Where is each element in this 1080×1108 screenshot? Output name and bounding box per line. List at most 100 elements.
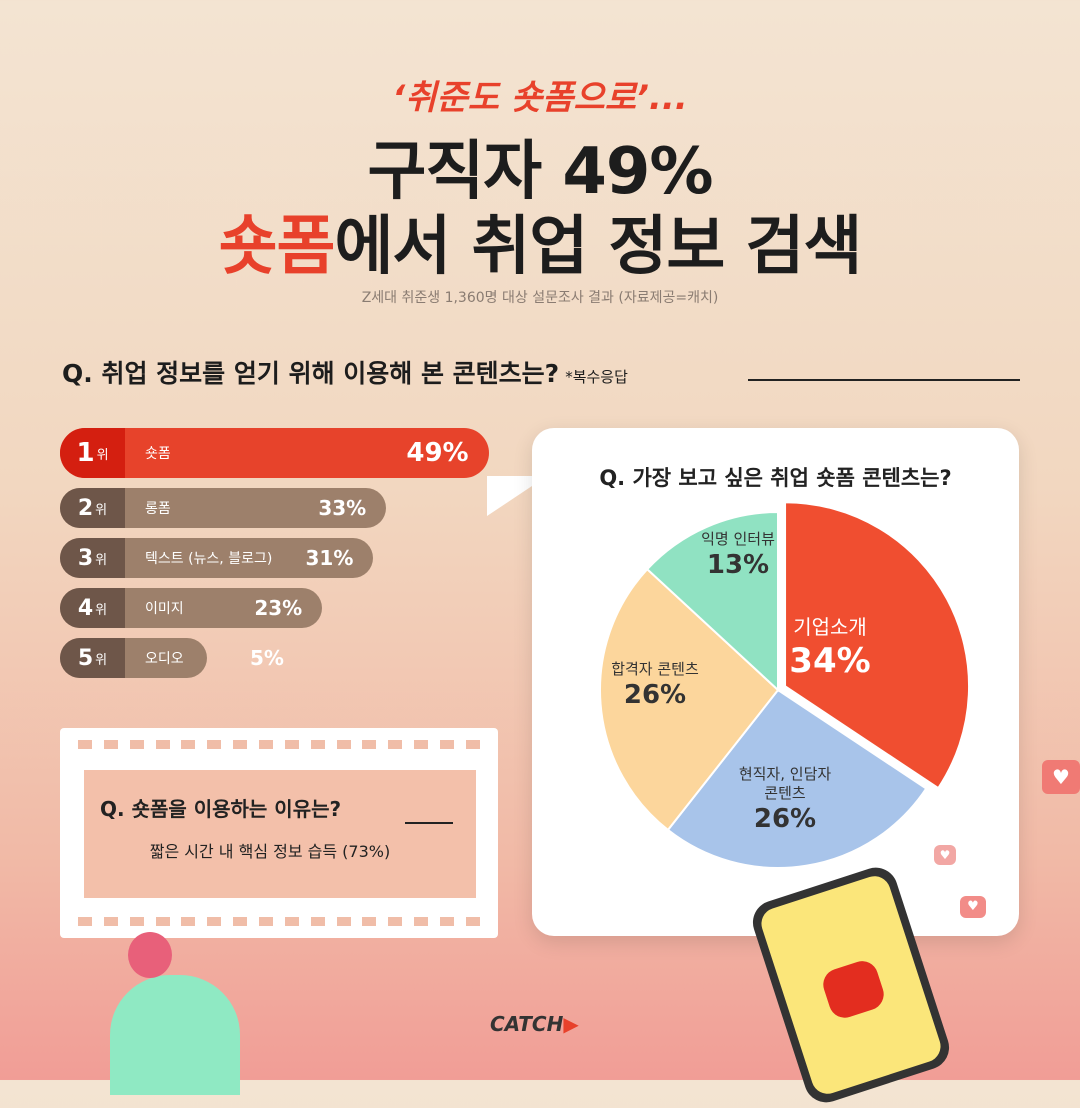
kicker: ‘취준도 숏폼으로’... bbox=[392, 78, 688, 118]
rank-number: 2 bbox=[77, 495, 94, 521]
bar-label: 롱폼 bbox=[145, 501, 171, 517]
title-highlight: 숏폼 bbox=[218, 210, 336, 284]
person-head bbox=[128, 932, 172, 978]
pie-slice-name: 기업소개 bbox=[793, 615, 867, 639]
bar-4: 4 위 이미지 23% bbox=[60, 588, 323, 628]
film-hole bbox=[440, 917, 455, 926]
film-hole bbox=[155, 740, 170, 749]
title-rest: 에서 취업 정보 검색 bbox=[334, 210, 862, 284]
question-3-answer: 짧은 시간 내 핵심 정보 습득 (73%) bbox=[149, 842, 391, 861]
film-hole bbox=[362, 740, 377, 749]
bar-2: 2 위 롱폼 33% bbox=[60, 488, 387, 528]
rank-suffix: 위 bbox=[95, 502, 108, 518]
film-hole bbox=[465, 917, 480, 926]
film-hole bbox=[310, 740, 325, 749]
bar-value: 31% bbox=[305, 546, 354, 570]
bar-label: 텍스트 (뉴스, 블로그) bbox=[145, 551, 273, 567]
bar-value: 49% bbox=[406, 438, 469, 468]
rank-number: 3 bbox=[77, 545, 94, 571]
film-hole bbox=[362, 917, 377, 926]
question-1-text: Q. 취업 정보를 얻기 위해 이용해 본 콘텐츠는? bbox=[62, 359, 560, 388]
film-hole bbox=[284, 740, 299, 749]
film-hole bbox=[207, 917, 222, 926]
bar-1: 1 위 숏폼 49% bbox=[60, 428, 489, 478]
question-1: Q. 취업 정보를 얻기 위해 이용해 본 콘텐츠는? *복수응답 bbox=[62, 354, 628, 390]
pie-slice-name: 합격자 콘텐츠 bbox=[611, 660, 699, 678]
logo-text: CATCH bbox=[490, 1012, 564, 1036]
subtitle: Z세대 취준생 1,360명 대상 설문조사 결과 (자료제공=캐치) bbox=[361, 290, 719, 306]
bar-label: 오디오 bbox=[145, 651, 184, 667]
film-hole bbox=[310, 917, 325, 926]
film-hole bbox=[78, 740, 92, 749]
film-hole bbox=[284, 917, 299, 926]
film-frame bbox=[84, 770, 476, 898]
bar-value: 33% bbox=[318, 496, 367, 520]
catch-logo: CATCH▶ bbox=[490, 1012, 579, 1036]
question-1-note: *복수응답 bbox=[565, 368, 628, 386]
rank-number: 1 bbox=[76, 438, 95, 468]
film-hole bbox=[103, 917, 118, 926]
bar-5: 5 위 오디오 5% bbox=[60, 638, 284, 678]
film-hole bbox=[259, 917, 274, 926]
film-hole bbox=[336, 740, 351, 749]
pie-label: 익명 인터뷰 13% bbox=[658, 530, 818, 581]
rank-number: 4 bbox=[77, 595, 94, 621]
question-2: Q. 가장 보고 싶은 취업 숏폼 콘텐츠는? bbox=[599, 466, 952, 490]
film-hole bbox=[233, 917, 248, 926]
rank-suffix: 위 bbox=[95, 552, 108, 568]
divider bbox=[748, 379, 1020, 381]
pie-slice-4 bbox=[645, 510, 779, 693]
heart-bubble-icon: ♥ bbox=[934, 845, 956, 865]
film-hole bbox=[103, 740, 118, 749]
pie-slice-value: 13% bbox=[706, 549, 770, 580]
bar-label: 이미지 bbox=[145, 601, 184, 617]
film-hole bbox=[207, 740, 222, 749]
bar-label: 숏폼 bbox=[145, 446, 171, 462]
pie-slice-name: 현직자, 인담자 콘텐츠 bbox=[738, 765, 832, 802]
rank-number: 5 bbox=[77, 645, 94, 671]
film-hole bbox=[414, 740, 429, 749]
film-hole bbox=[388, 917, 403, 926]
film-holes-top bbox=[78, 740, 480, 749]
heart-bubble-icon: ♥ bbox=[960, 896, 986, 918]
title-line-1: 구직자 49% bbox=[367, 135, 713, 209]
film-holes-bottom bbox=[78, 917, 480, 926]
person-illustration bbox=[110, 975, 240, 1095]
film-hole bbox=[129, 917, 144, 926]
pie-label: 기업소개 34% bbox=[750, 615, 910, 683]
question-3: Q. 숏폼을 이용하는 이유는? bbox=[100, 797, 342, 821]
film-hole bbox=[465, 740, 480, 749]
logo-mark: ▶ bbox=[563, 1012, 579, 1036]
rank-suffix: 위 bbox=[96, 447, 109, 463]
rank-suffix: 위 bbox=[95, 602, 108, 618]
heart-bubble-icon: ♥ bbox=[1042, 760, 1080, 794]
film-hole bbox=[440, 740, 455, 749]
pie-slice-name: 익명 인터뷰 bbox=[701, 530, 775, 548]
rank-suffix: 위 bbox=[95, 652, 108, 668]
film-hole bbox=[414, 917, 429, 926]
film-hole bbox=[259, 740, 274, 749]
bar-value: 23% bbox=[254, 596, 303, 620]
film-hole bbox=[388, 740, 403, 749]
bar-3: 3 위 텍스트 (뉴스, 블로그) 31% bbox=[60, 538, 374, 578]
pie-slice-3 bbox=[599, 567, 780, 832]
pie-slice-2 bbox=[666, 688, 928, 869]
film-hole bbox=[181, 917, 196, 926]
pie-slice-value: 26% bbox=[753, 803, 817, 834]
pie-slice-value: 26% bbox=[623, 679, 687, 710]
pie-chart bbox=[599, 501, 971, 869]
film-hole bbox=[129, 740, 144, 749]
title-line-2: 숏폼에서 취업 정보 검색 bbox=[0, 195, 1080, 287]
film-hole bbox=[181, 740, 196, 749]
pie-label: 현직자, 인담자 콘텐츠 26% bbox=[705, 765, 865, 835]
pie-slice-value: 34% bbox=[789, 641, 871, 681]
bar-value: 5% bbox=[250, 646, 284, 670]
film-hole bbox=[336, 917, 351, 926]
question-3-line bbox=[405, 822, 453, 824]
film-hole bbox=[233, 740, 248, 749]
